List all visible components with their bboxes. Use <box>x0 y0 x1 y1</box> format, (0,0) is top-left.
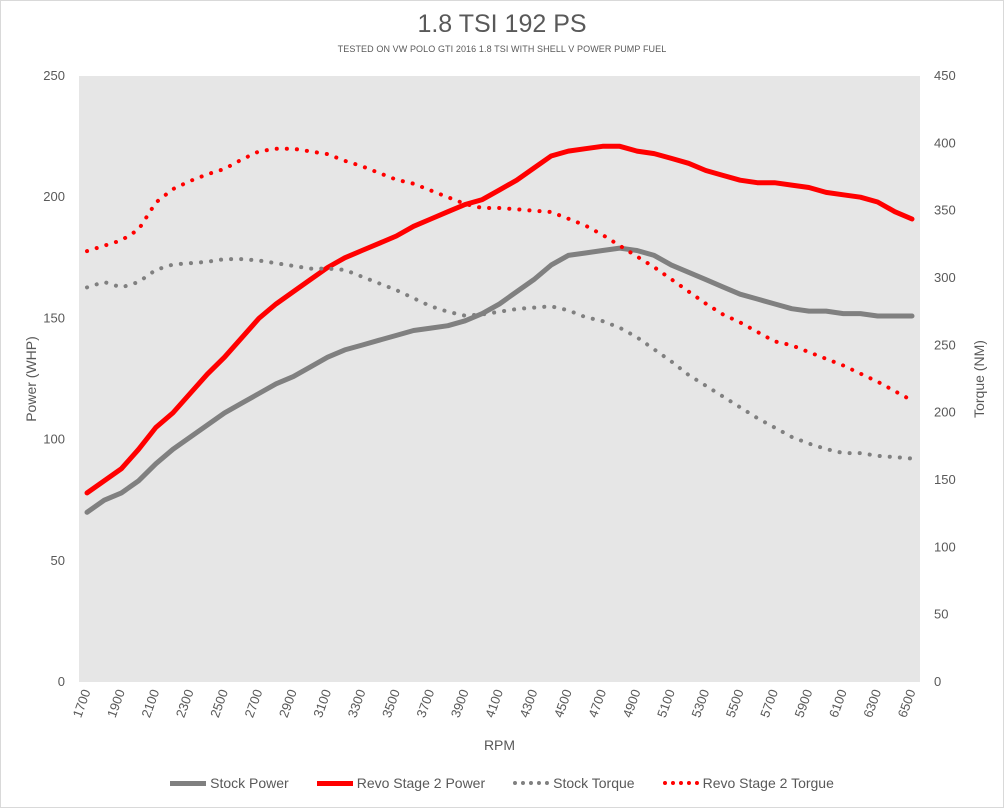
y-left-tick-label: 0 <box>58 674 65 689</box>
x-tick-label: 4300 <box>516 687 540 719</box>
y-right-tick-label: 450 <box>934 68 956 83</box>
y-right-tick-label: 50 <box>934 607 948 622</box>
x-tick-label: 5900 <box>791 687 815 719</box>
plot-area <box>79 76 920 682</box>
x-tick-label: 2500 <box>207 687 231 719</box>
legend-label: Revo Stage 2 Power <box>356 775 486 791</box>
y-right-tick-label: 200 <box>934 405 956 420</box>
x-tick-label: 4900 <box>620 687 644 719</box>
x-tick-label: 3100 <box>310 687 334 719</box>
chart-title: 1.8 TSI 192 PS <box>417 10 587 38</box>
x-tick-label: 3300 <box>345 687 369 719</box>
series-line-stock-torque <box>85 257 914 461</box>
y-right-tick-label: 150 <box>934 472 956 487</box>
legend-label: Revo Stage 2 Torgue <box>702 775 834 791</box>
x-tick-label: 5500 <box>723 687 747 719</box>
legend-swatch <box>170 780 207 786</box>
x-tick-label: 1700 <box>70 687 94 719</box>
x-tick-label: 5300 <box>688 687 712 719</box>
x-tick-label: 3700 <box>413 687 437 719</box>
series-line-revo-stage-2-torgue <box>85 146 914 403</box>
series-lines <box>84 143 915 515</box>
y-right-tick-label: 0 <box>934 674 941 689</box>
x-tick-label: 4500 <box>551 687 575 719</box>
x-tick-label: 4100 <box>482 687 506 719</box>
y-right-tick-label: 350 <box>934 203 956 218</box>
y-left-tick-label: 150 <box>43 310 65 325</box>
legend-label: Stock Power <box>210 775 289 791</box>
series-line-stock-power <box>84 245 915 515</box>
x-tick-label: 6300 <box>860 687 884 719</box>
chart-subtitle: TESTED ON VW POLO GTI 2016 1.8 TSI WITH … <box>337 44 667 54</box>
x-tick-label: 2700 <box>241 687 265 719</box>
legend-item: Revo Stage 2 Torgue <box>662 775 834 791</box>
legend-swatch <box>662 781 699 785</box>
legend-swatch <box>316 780 353 786</box>
y-left-tick-label: 250 <box>43 68 65 83</box>
x-tick-label: 2900 <box>276 687 300 719</box>
chart-legend: Stock Power Revo Stage 2 Power Stock Torqu… <box>0 775 1004 791</box>
x-tick-label: 2300 <box>173 687 197 719</box>
y-axis-right-label: Torque (NM) <box>971 340 987 418</box>
y-right-tick-label: 250 <box>934 337 956 352</box>
legend-item: Stock Power <box>170 775 289 791</box>
legend-swatch <box>513 781 550 785</box>
x-tick-label: 3500 <box>379 687 403 719</box>
x-tick-label: 2100 <box>138 687 162 719</box>
y-axis-left-label: Power (WHP) <box>23 336 39 422</box>
y-right-tick-label: 100 <box>934 539 956 554</box>
x-tick-label: 1900 <box>104 687 128 719</box>
y-left-tick-label: 50 <box>51 553 65 568</box>
legend-item: Stock Torque <box>513 775 635 791</box>
legend-label: Stock Torque <box>553 775 635 791</box>
y-right-tick-label: 400 <box>934 135 956 150</box>
y-right-tick-label: 300 <box>934 270 956 285</box>
x-tick-label: 6500 <box>895 687 919 719</box>
x-axis-label: RPM <box>484 737 515 753</box>
y-left-tick-label: 200 <box>43 189 65 204</box>
x-tick-label: 4700 <box>585 687 609 719</box>
y-left-tick-label: 100 <box>43 432 65 447</box>
legend-item: Revo Stage 2 Power <box>316 775 486 791</box>
x-tick-label: 3900 <box>448 687 472 719</box>
series-line-revo-stage-2-power <box>84 143 915 496</box>
x-tick-label: 5100 <box>654 687 678 719</box>
x-tick-label: 6100 <box>826 687 850 719</box>
x-tick-label: 5700 <box>757 687 781 719</box>
